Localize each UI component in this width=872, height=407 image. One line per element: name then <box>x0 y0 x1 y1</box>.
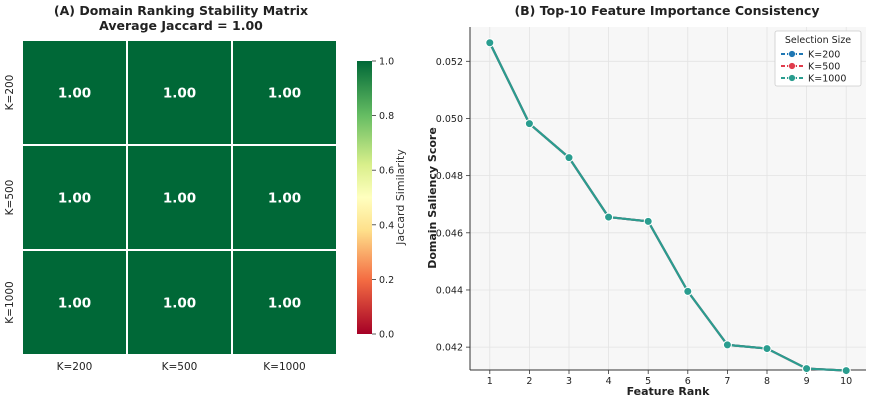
y-tick-label: 0.044 <box>436 285 463 296</box>
heatmap-col-label: K=1000 <box>263 361 305 373</box>
x-tick-label: 7 <box>724 376 730 387</box>
heatmap-col-labels: K=200 K=500 K=1000 <box>57 361 306 373</box>
legend-label: K=500 <box>808 62 840 73</box>
legend-title: Selection Size <box>785 35 851 46</box>
colorbar-gradient <box>357 61 372 334</box>
heatmap-cell-label: 1.00 <box>58 191 91 207</box>
legend-swatch-marker <box>788 50 796 58</box>
heatmap-cell-label: 1.00 <box>58 86 91 102</box>
legend-box <box>774 30 862 87</box>
x-tick-label: 6 <box>685 376 691 387</box>
data-point <box>802 364 812 374</box>
y-axis-label: Domain Saliency Score <box>426 127 439 269</box>
x-tick-label: 2 <box>526 376 532 387</box>
heatmap-row-label: K=500 <box>4 180 16 216</box>
heatmap-cell-label: 1.00 <box>268 191 301 207</box>
y-tick-label: 0.042 <box>436 343 463 354</box>
series-line <box>488 42 847 372</box>
data-point <box>683 286 693 296</box>
y-tick-label: 0.046 <box>436 228 463 239</box>
colorbar-tick-label: 0.4 <box>379 220 394 231</box>
data-point <box>841 366 851 376</box>
x-axis-label: Feature Rank <box>627 385 710 398</box>
data-point <box>762 344 772 354</box>
x-tick-labels: 1 2 3 4 5 6 7 8 9 10 <box>487 370 852 387</box>
line-chart-panel: (B) Top-10 Feature Importance Consistenc… <box>426 3 866 398</box>
colorbar-label: Jaccard Similarity <box>394 149 407 246</box>
data-point <box>643 216 653 226</box>
legend-label: K=1000 <box>808 74 846 85</box>
heatmap-panel: (A) Domain Ranking Stability Matrix Aver… <box>4 3 338 373</box>
x-tick-label: 8 <box>764 376 770 387</box>
line-chart-title: (B) Top-10 Feature Importance Consistenc… <box>514 3 819 18</box>
data-point <box>524 119 534 129</box>
heatmap-cell <box>21 249 128 356</box>
x-tick-label: 5 <box>645 376 651 387</box>
heatmap-cell-label: 1.00 <box>163 86 196 102</box>
heatmap-cell-label: 1.00 <box>163 296 196 312</box>
colorbar-tick-label: 1.0 <box>379 57 394 68</box>
data-point <box>604 212 614 222</box>
heatmap-title: (A) Domain Ranking Stability Matrix <box>54 3 308 18</box>
colorbar-tick-label: 0.8 <box>379 111 394 122</box>
series-k-1000 <box>485 38 851 376</box>
x-tick-label: 1 <box>487 376 493 387</box>
heatmap-cell <box>231 39 338 146</box>
heatmap-subtitle: Average Jaccard = 1.00 <box>99 18 263 33</box>
heatmap-cell <box>126 249 233 356</box>
heatmap-cell-label: 1.00 <box>58 296 91 312</box>
heatmap-cell-label: 1.00 <box>268 296 301 312</box>
colorbar-ticks: 0.0 0.2 0.4 0.6 0.8 1.0 <box>372 57 394 341</box>
heatmap-cell <box>21 39 128 146</box>
heatmap-cell <box>126 39 233 146</box>
heatmap-row-label: K=200 <box>4 75 16 111</box>
y-tick-label: 0.048 <box>436 171 463 182</box>
heatmap-cell <box>231 144 338 251</box>
heatmap-row-labels: K=200 K=500 K=1000 <box>4 75 16 324</box>
data-point <box>722 340 732 350</box>
y-tick-label: 0.050 <box>436 114 463 125</box>
heatmap-col-label: K=500 <box>162 361 198 373</box>
legend-swatch-marker <box>788 74 796 82</box>
y-tick-labels: 0.042 0.044 0.046 0.048 0.050 0.052 <box>436 57 470 354</box>
x-tick-label: 4 <box>606 376 612 387</box>
data-point <box>564 153 574 163</box>
y-tick-label: 0.052 <box>436 57 463 68</box>
heatmap-cell-label: 1.00 <box>268 86 301 102</box>
colorbar-tick-label: 0.0 <box>379 330 394 341</box>
heatmap-cells: 1.00 1.00 1.00 1.00 1.00 1.00 1.00 1.00 1.00 <box>21 39 338 356</box>
heatmap-cell <box>231 249 338 356</box>
heatmap-row-label: K=1000 <box>4 281 16 323</box>
heatmap-cell-label: 1.00 <box>163 191 196 207</box>
legend-swatch-marker <box>788 62 796 70</box>
data-point <box>485 38 495 48</box>
series-lines <box>485 38 851 376</box>
x-tick-label: 9 <box>804 376 810 387</box>
legend-label: K=200 <box>808 50 840 61</box>
colorbar: 0.0 0.2 0.4 0.6 0.8 1.0 Jaccard Similarity <box>357 57 407 341</box>
heatmap-col-label: K=200 <box>57 361 93 373</box>
x-tick-label: 10 <box>840 376 852 387</box>
colorbar-tick-label: 0.6 <box>379 166 394 177</box>
x-tick-label: 3 <box>566 376 572 387</box>
colorbar-tick-label: 0.2 <box>379 275 394 286</box>
